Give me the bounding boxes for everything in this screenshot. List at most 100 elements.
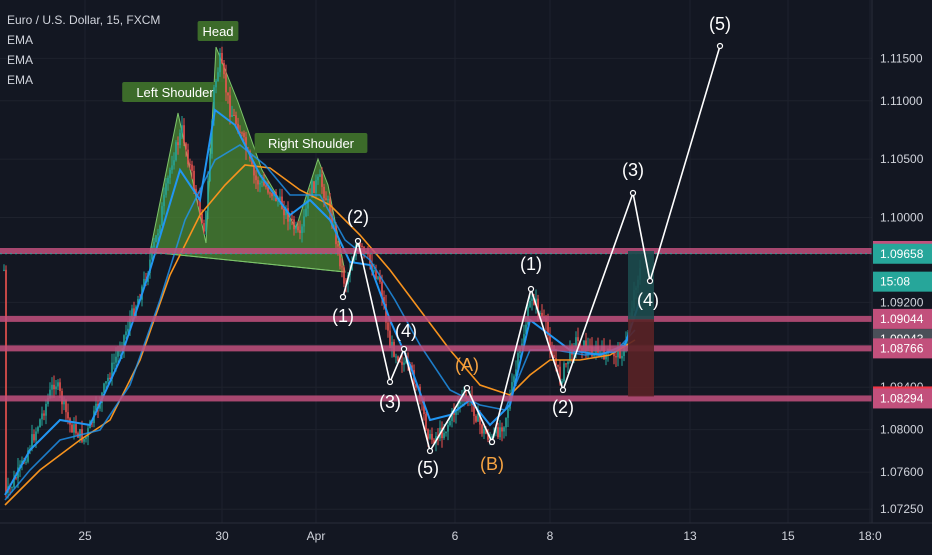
candle-body <box>615 356 617 358</box>
candle-body <box>137 299 139 307</box>
candle-body <box>547 321 549 336</box>
candle-body <box>455 410 457 415</box>
candle-body <box>481 424 483 434</box>
candle-body <box>109 377 111 380</box>
candle-body <box>71 424 73 433</box>
candle-body <box>295 226 297 230</box>
candle-body <box>73 424 75 433</box>
price-tick-label: 1.07250 <box>880 502 924 516</box>
candle-body <box>549 335 551 350</box>
candle-body <box>391 341 393 348</box>
price-tick-label: 1.07600 <box>880 465 924 479</box>
candle-body <box>291 218 293 220</box>
candle-body <box>243 133 245 138</box>
candle-body <box>527 306 529 325</box>
candle-body <box>165 183 167 195</box>
candle-body <box>557 364 559 367</box>
candle-body <box>495 427 497 434</box>
candle-body <box>371 263 373 272</box>
candle-body <box>593 354 595 357</box>
price-tick-label: 1.11000 <box>880 94 923 108</box>
grid <box>0 0 872 523</box>
candle-body <box>201 213 203 224</box>
candle-body <box>85 437 87 439</box>
candle-body <box>477 413 479 422</box>
price-axis: 1.11500 1.11000 1.10500 1.10000 1.09200 1.087… <box>0 0 932 524</box>
candle-body <box>569 346 571 362</box>
candle-body <box>451 410 453 421</box>
ema-legend-2[interactable]: EMA <box>7 53 34 67</box>
candle-body <box>537 298 539 314</box>
time-tick-label: 25 <box>78 529 92 543</box>
candle-body <box>497 427 499 438</box>
candle-body <box>15 477 17 479</box>
ema-slow-line <box>4 164 636 506</box>
candle-body <box>401 361 403 365</box>
wave-point <box>559 386 567 394</box>
candle-body <box>383 297 385 304</box>
candle-body <box>501 427 503 432</box>
candle-body <box>103 383 105 393</box>
chart-legend: Euro / U.S. Dollar, 15, FXCM EMA EMA EMA <box>7 10 160 90</box>
pattern-label-2: Right Shoulder <box>268 136 355 151</box>
candle-body <box>149 259 151 274</box>
candle-body <box>41 413 43 420</box>
candle-body <box>525 324 527 335</box>
ema-legend-3[interactable]: EMA <box>7 73 34 87</box>
candle-body <box>277 200 279 202</box>
candle-body <box>199 196 201 214</box>
price-tag-bg <box>873 243 932 264</box>
candle-body <box>475 416 477 422</box>
wave-path-up <box>491 45 721 443</box>
time-tick-label: 6 <box>452 529 459 543</box>
candle-body <box>183 125 185 144</box>
candle-body <box>207 181 209 211</box>
time-tick-label: 13 <box>683 529 697 543</box>
candle-body <box>195 188 197 196</box>
candle-body <box>479 413 481 425</box>
candle-body <box>205 210 207 232</box>
wave-label-1: (1) <box>332 306 354 326</box>
candle-body <box>539 312 541 314</box>
price-tick-label: 1.10000 <box>880 210 924 224</box>
pattern-label-bg <box>197 21 239 41</box>
candle-body <box>213 87 215 121</box>
ema-fast-line <box>4 108 641 496</box>
candle-body <box>313 181 315 193</box>
neckline <box>149 251 346 273</box>
candle-body <box>541 312 543 318</box>
candle-body <box>5 269 7 493</box>
candle-body <box>289 218 291 222</box>
candle-body <box>513 376 515 383</box>
candle-body <box>49 389 51 398</box>
candle-body <box>423 401 425 414</box>
candle-body <box>427 429 429 439</box>
candle-body <box>433 439 435 444</box>
candle-body <box>449 420 451 426</box>
candle-body <box>317 176 319 181</box>
candle-body <box>279 196 281 201</box>
candle-body <box>193 170 195 189</box>
candle-body <box>261 181 263 183</box>
candle-body <box>133 308 135 317</box>
candle-body <box>129 319 131 329</box>
candle-body <box>227 92 229 96</box>
candle-body <box>617 346 619 358</box>
candle-body <box>299 230 301 234</box>
price-tick-label: 1.09200 <box>880 295 924 309</box>
candle-body <box>561 381 563 384</box>
candle-body <box>531 298 533 301</box>
ema-legend-1[interactable]: EMA <box>7 33 34 47</box>
symbol-title[interactable]: Euro / U.S. Dollar, 15, FXCM <box>7 13 161 27</box>
candle-body <box>575 337 577 349</box>
candle-body <box>75 424 77 434</box>
candle-body <box>323 186 325 199</box>
price-tick-label: 1.10500 <box>880 152 924 166</box>
candle-body <box>621 355 623 359</box>
candle-body <box>13 477 15 488</box>
candle-body <box>191 164 193 171</box>
time-tick-label: 18:0 <box>858 529 882 543</box>
wave-point <box>339 293 347 301</box>
